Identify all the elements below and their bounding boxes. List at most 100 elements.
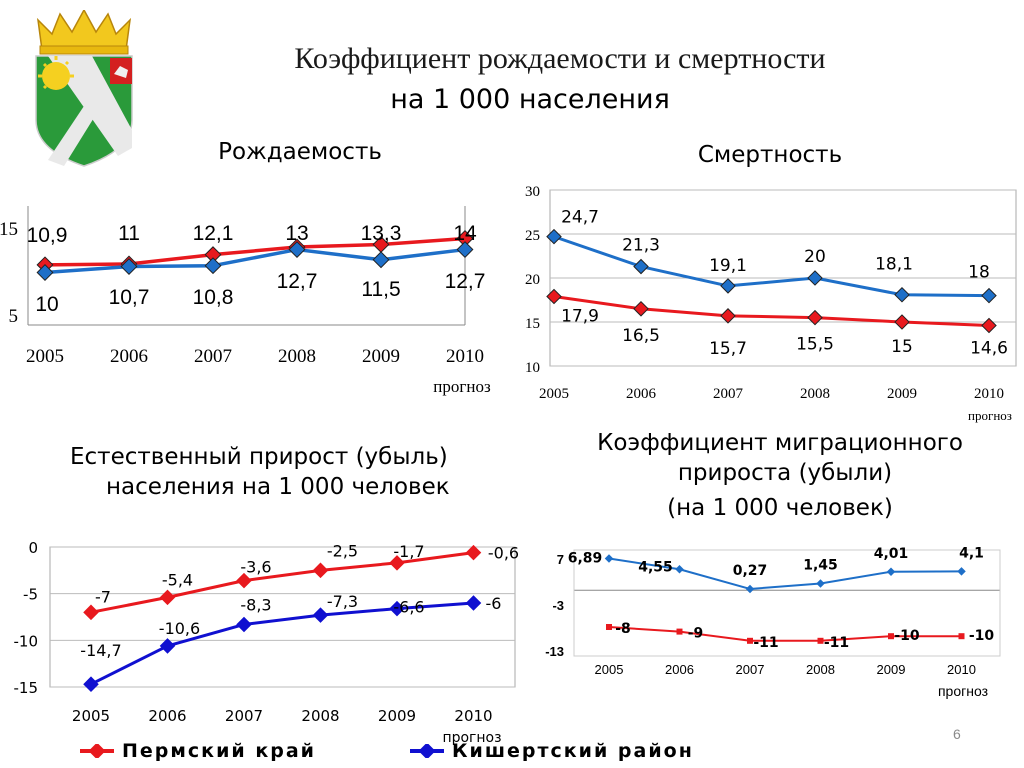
- data-point-marker: [816, 579, 825, 588]
- data-label: 18: [968, 263, 990, 283]
- page-number: 6: [953, 726, 961, 742]
- data-label: -11: [824, 635, 849, 651]
- y-tick-label: -13: [545, 644, 564, 659]
- chart-legend: Пермский край Кишертский район: [80, 736, 780, 766]
- legend-item-kishert: Кишертский район: [410, 736, 694, 766]
- data-point-marker: [312, 607, 329, 623]
- migration-plot-border: [573, 549, 1001, 657]
- data-point-marker: [36, 264, 54, 281]
- data-label: -6,6: [393, 598, 424, 617]
- data-point-marker: [546, 288, 562, 305]
- x-tick-label: 2008: [278, 346, 316, 367]
- y-tick-label: -15: [14, 679, 39, 697]
- y-tick-label: 7: [557, 552, 564, 567]
- data-point-marker: [83, 676, 99, 692]
- data-point-marker: [456, 241, 474, 259]
- data-label: 4,01: [874, 546, 909, 562]
- data-label: 14,6: [970, 339, 1008, 359]
- migration-heading-line2: прироста (убыли): [677, 460, 893, 486]
- natural-heading-line2: населения на 1 000 человек: [106, 474, 450, 500]
- data-label: -3,6: [240, 558, 271, 577]
- x-tick-label: 2005: [539, 386, 569, 402]
- data-point-marker: [958, 633, 965, 640]
- data-label: -9: [688, 626, 704, 642]
- data-label: 24,7: [561, 208, 599, 228]
- x-tick-label: 2008: [800, 386, 830, 402]
- data-point-marker: [981, 317, 997, 334]
- birth-rate-chart: 5 15 2005 2006 2007 2008 2009 2010 прогноз 10,9 11…: [0, 206, 491, 396]
- data-point-marker: [720, 278, 736, 294]
- data-point-marker: [372, 235, 390, 253]
- data-point-marker: [312, 562, 329, 579]
- y-tick-label: 25: [525, 228, 540, 244]
- x-tick-label: 2010: [446, 346, 484, 367]
- data-label: 12,1: [193, 222, 234, 245]
- series-line-perm: [553, 294, 990, 328]
- y-tick-label: 0: [28, 539, 38, 557]
- y-tick-label: -10: [14, 632, 39, 650]
- data-point-marker: [372, 251, 390, 269]
- data-label: -2,5: [327, 541, 358, 560]
- birth-chart-heading: Рождаемость: [218, 139, 382, 165]
- legend-item-perm: Пермский край: [80, 736, 316, 766]
- series-line-kishert: [553, 235, 990, 298]
- natural-heading-line1: Естественный прирост (убыль): [70, 444, 448, 470]
- y-tick-label: 10: [525, 360, 540, 376]
- data-label: 10,9: [27, 224, 68, 247]
- data-label: 18,1: [875, 255, 913, 275]
- natural-growth-chart: 0 -5 -10 -15 2005 2006 2007 2008 2009 2010 прогноз…: [14, 539, 520, 746]
- y-tick-label: 15: [525, 316, 540, 332]
- legend-blue-diamond-icon: [410, 744, 444, 758]
- y-tick-label: 5: [9, 306, 19, 327]
- x-tick-label: 2007: [736, 662, 765, 677]
- forecast-note: прогноз: [433, 377, 491, 396]
- data-label: 0,27: [733, 563, 768, 579]
- data-point-marker: [120, 258, 138, 276]
- natural-plot-border: [49, 546, 516, 688]
- data-point-marker: [83, 604, 99, 621]
- x-tick-label: 2009: [378, 707, 416, 725]
- data-point-marker: [606, 624, 612, 630]
- data-point-marker: [807, 270, 823, 286]
- data-point-marker: [720, 308, 736, 324]
- migration-heading-line1: Коэффициент миграционного: [597, 430, 963, 456]
- data-label: 6,89: [568, 551, 603, 567]
- x-tick-label: 2005: [26, 346, 64, 367]
- data-label: -10,6: [159, 619, 200, 638]
- series-line-perm: [608, 626, 962, 642]
- data-label: 4,55: [638, 559, 673, 575]
- coat-of-arms-emblem: [35, 10, 133, 167]
- data-label: 1,45: [803, 558, 838, 574]
- forecast-note: прогноз: [938, 683, 988, 699]
- legend-label-kishert: Кишертский район: [452, 740, 694, 762]
- data-point-marker: [886, 567, 896, 576]
- slide-subtitle: на 1 000 населения: [390, 84, 670, 115]
- x-tick-label: 2008: [806, 662, 835, 677]
- migration-chart: 7 -3 -13 2005 2006 2007 2008 2009 2010 прогноз -8 -…: [545, 545, 1001, 699]
- data-label: 4,1: [959, 545, 984, 561]
- x-tick-label: 2009: [877, 662, 906, 677]
- series-line-kishert: [90, 601, 474, 686]
- y-tick-label: 15: [0, 219, 18, 240]
- data-point-marker: [633, 301, 649, 317]
- data-label: -14,7: [80, 641, 121, 660]
- data-point-marker: [675, 565, 684, 574]
- x-tick-label: 2006: [665, 662, 694, 677]
- data-label: -6: [486, 594, 502, 613]
- x-tick-label: 2010: [974, 386, 1004, 402]
- x-tick-label: 2009: [887, 386, 917, 402]
- data-point-marker: [747, 637, 753, 644]
- data-label: 12,7: [277, 270, 318, 293]
- data-point-marker: [389, 555, 405, 571]
- x-tick-label: 2006: [110, 346, 148, 367]
- data-label: -7: [95, 587, 111, 606]
- y-tick-label: -5: [23, 586, 38, 604]
- data-point-marker: [817, 637, 824, 644]
- data-point-marker: [236, 572, 252, 589]
- forecast-note: прогноз: [968, 408, 1012, 423]
- data-label: 15,5: [796, 335, 834, 355]
- data-label: -0,6: [488, 544, 519, 563]
- data-label: 15,7: [709, 339, 747, 359]
- data-point-marker: [546, 228, 562, 245]
- y-tick-label: 20: [525, 272, 540, 288]
